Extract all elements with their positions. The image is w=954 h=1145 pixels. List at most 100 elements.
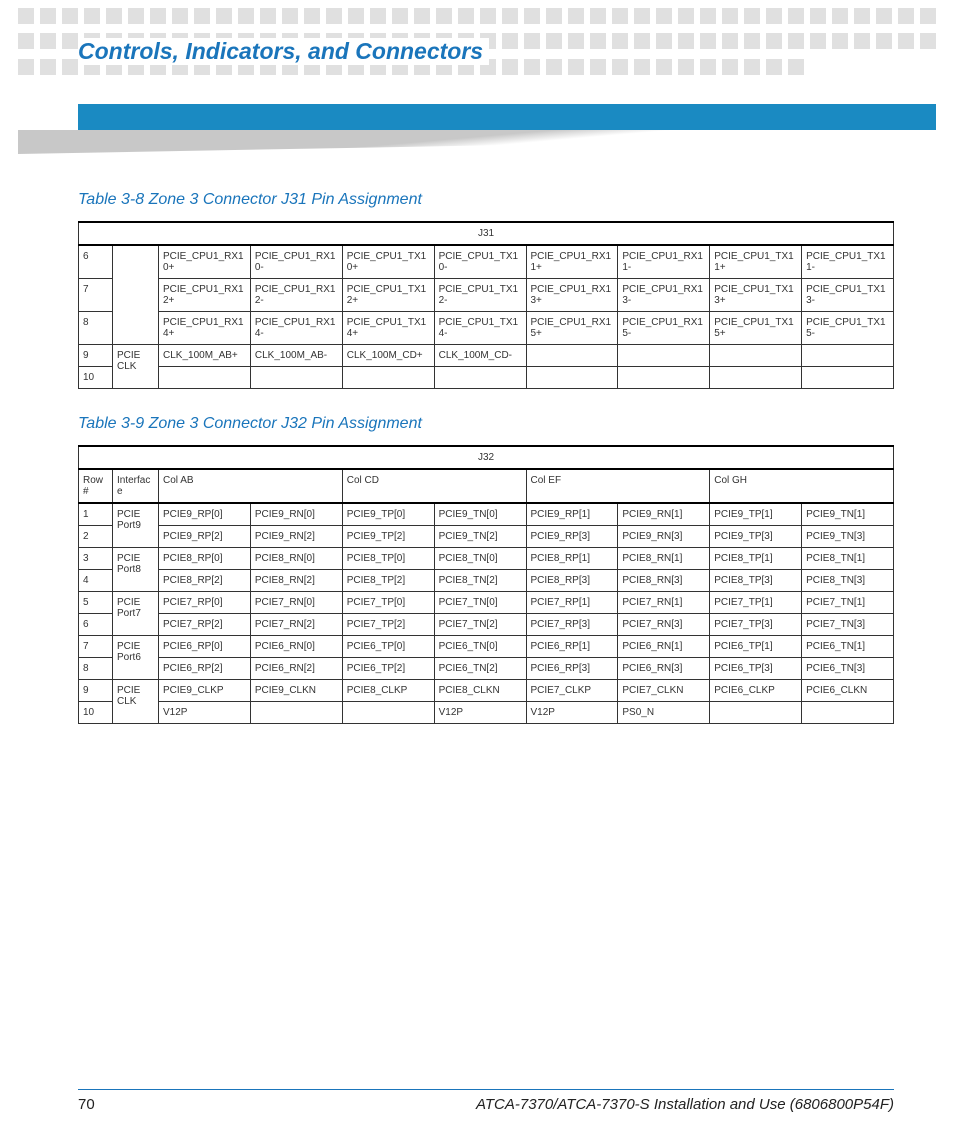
header-wedge — [18, 130, 936, 154]
row-num: 5 — [79, 592, 113, 614]
pin-cell: PCIE7_TN[2] — [434, 614, 526, 636]
pin-cell: PCIE_CPU1_TX10+ — [342, 245, 434, 279]
pin-cell: PCIE6_RP[3] — [526, 658, 618, 680]
row-num: 9 — [79, 345, 113, 367]
pin-cell: PCIE6_TP[2] — [342, 658, 434, 680]
pin-cell: PCIE9_TP[0] — [342, 503, 434, 526]
pin-cell — [710, 345, 802, 367]
row-num: 10 — [79, 702, 113, 724]
col-header: Interface — [113, 469, 159, 503]
table-row: 7PCIE Port6PCIE6_RP[0]PCIE6_RN[0]PCIE6_T… — [79, 636, 894, 658]
table-header: J31 — [79, 222, 894, 245]
table-header: J32 — [79, 446, 894, 469]
pin-cell: V12P — [434, 702, 526, 724]
pin-cell: PCIE9_TP[3] — [710, 526, 802, 548]
page-title: Controls, Indicators, and Connectors — [78, 38, 489, 65]
pin-cell: PCIE9_TN[0] — [434, 503, 526, 526]
col-header: Col CD — [342, 469, 526, 503]
pin-cell: PCIE7_RP[1] — [526, 592, 618, 614]
pin-cell: PCIE_CPU1_RX11+ — [526, 245, 618, 279]
row-num: 6 — [79, 245, 113, 279]
table-3-9: J32Row #InterfaceCol ABCol CDCol EFCol G… — [78, 445, 894, 724]
pin-cell: PCIE6_RN[1] — [618, 636, 710, 658]
pin-cell: PCIE7_TN[1] — [802, 592, 894, 614]
pin-cell: PCIE_CPU1_RX12+ — [159, 279, 251, 312]
pin-cell: PCIE_CPU1_RX11- — [618, 245, 710, 279]
row-num: 10 — [79, 367, 113, 389]
pin-cell: PCIE8_RP[1] — [526, 548, 618, 570]
pin-cell: PCIE6_RP[2] — [159, 658, 251, 680]
pin-cell: CLK_100M_AB+ — [159, 345, 251, 367]
pin-cell: PCIE9_TN[1] — [802, 503, 894, 526]
pin-cell: PCIE7_TP[3] — [710, 614, 802, 636]
pin-cell: PCIE_CPU1_TX12+ — [342, 279, 434, 312]
table-row: 7PCIE_CPU1_RX12+PCIE_CPU1_RX12-PCIE_CPU1… — [79, 279, 894, 312]
pin-cell: PCIE6_RN[3] — [618, 658, 710, 680]
pin-cell: V12P — [526, 702, 618, 724]
pin-cell: PCIE_CPU1_TX10- — [434, 245, 526, 279]
table-row: 8PCIE_CPU1_RX14+PCIE_CPU1_RX14-PCIE_CPU1… — [79, 312, 894, 345]
pin-cell: PCIE9_TP[1] — [710, 503, 802, 526]
pin-cell: PCIE9_RP[3] — [526, 526, 618, 548]
pin-cell: PCIE_CPU1_RX10+ — [159, 245, 251, 279]
pin-cell: PCIE8_RN[0] — [250, 548, 342, 570]
row-num: 3 — [79, 548, 113, 570]
pin-cell: PCIE9_CLKP — [159, 680, 251, 702]
col-header: Col GH — [710, 469, 894, 503]
pin-cell: PCIE8_TN[3] — [802, 570, 894, 592]
pin-cell: PCIE8_TN[1] — [802, 548, 894, 570]
pin-cell: PCIE8_TP[2] — [342, 570, 434, 592]
col-header: Row # — [79, 469, 113, 503]
row-num: 9 — [79, 680, 113, 702]
pin-cell: PCIE_CPU1_TX13- — [802, 279, 894, 312]
pin-cell: PCIE7_RN[2] — [250, 614, 342, 636]
pin-cell: PCIE9_TP[2] — [342, 526, 434, 548]
pin-cell — [618, 367, 710, 389]
col-header: Col EF — [526, 469, 710, 503]
pin-cell: PCIE7_TN[0] — [434, 592, 526, 614]
pin-cell — [802, 702, 894, 724]
pin-cell: PCIE6_CLKP — [710, 680, 802, 702]
pin-cell: PCIE8_TN[2] — [434, 570, 526, 592]
pin-cell: PCIE6_CLKN — [802, 680, 894, 702]
pin-cell — [342, 702, 434, 724]
pin-cell: PCIE7_RP[3] — [526, 614, 618, 636]
pin-cell — [802, 367, 894, 389]
pin-cell: PCIE6_TN[3] — [802, 658, 894, 680]
pin-cell: PCIE8_TP[1] — [710, 548, 802, 570]
pin-cell: PCIE6_TP[0] — [342, 636, 434, 658]
pin-cell: CLK_100M_AB- — [250, 345, 342, 367]
pin-cell: PCIE_CPU1_TX15- — [802, 312, 894, 345]
pin-cell: PCIE8_CLKN — [434, 680, 526, 702]
table-3-9-caption: Table 3-9 Zone 3 Connector J32 Pin Assig… — [78, 415, 894, 433]
table-row: 9PCIE CLKCLK_100M_AB+CLK_100M_AB-CLK_100… — [79, 345, 894, 367]
page-number: 70 — [78, 1096, 95, 1113]
pin-cell: PCIE7_RP[0] — [159, 592, 251, 614]
table-row: 10 — [79, 367, 894, 389]
pin-cell — [250, 702, 342, 724]
pin-cell: PCIE7_TP[2] — [342, 614, 434, 636]
pin-cell: PCIE6_RN[0] — [250, 636, 342, 658]
row-num: 6 — [79, 614, 113, 636]
pin-cell: PCIE9_RN[1] — [618, 503, 710, 526]
table-row: 4PCIE8_RP[2]PCIE8_RN[2]PCIE8_TP[2]PCIE8_… — [79, 570, 894, 592]
pin-cell: PCIE9_RN[0] — [250, 503, 342, 526]
pin-cell: PCIE_CPU1_RX13- — [618, 279, 710, 312]
pin-cell: PCIE7_TP[1] — [710, 592, 802, 614]
pin-cell: PCIE_CPU1_TX11- — [802, 245, 894, 279]
header-bar — [78, 104, 936, 130]
pin-cell: PCIE_CPU1_TX14- — [434, 312, 526, 345]
pin-cell — [526, 345, 618, 367]
pin-cell: PCIE8_RP[2] — [159, 570, 251, 592]
pin-cell: PCIE_CPU1_TX15+ — [710, 312, 802, 345]
pin-cell: PCIE9_TN[3] — [802, 526, 894, 548]
pin-cell: PCIE6_RP[1] — [526, 636, 618, 658]
pin-cell: PCIE8_RP[3] — [526, 570, 618, 592]
pin-cell: PCIE9_RP[0] — [159, 503, 251, 526]
interface-cell: PCIE Port9 — [113, 503, 159, 548]
table-row: 6PCIE7_RP[2]PCIE7_RN[2]PCIE7_TP[2]PCIE7_… — [79, 614, 894, 636]
pin-cell: PCIE_CPU1_RX10- — [250, 245, 342, 279]
document-id: ATCA-7370/ATCA-7370-S Installation and U… — [476, 1096, 894, 1113]
row-num: 7 — [79, 636, 113, 658]
table-row: 6PCIE_CPU1_RX10+PCIE_CPU1_RX10-PCIE_CPU1… — [79, 245, 894, 279]
